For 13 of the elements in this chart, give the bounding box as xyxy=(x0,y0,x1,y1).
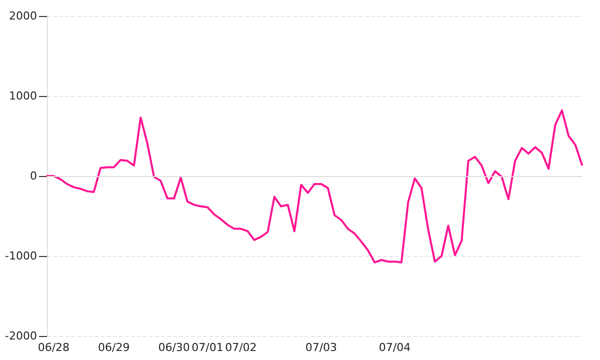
y-tick-label: 2000 xyxy=(9,10,37,22)
x-tick-label: 06/28 xyxy=(38,341,70,354)
x-tick-label: 07/01 xyxy=(192,341,224,354)
x-tick-label: 06/30 xyxy=(158,341,190,354)
x-tick-label: 06/29 xyxy=(98,341,130,354)
y-tick-label: 1000 xyxy=(9,90,37,102)
y-tick-label: -1000 xyxy=(5,250,37,262)
x-tick-label: 07/04 xyxy=(378,341,411,354)
x-tick-label: 07/03 xyxy=(305,341,338,354)
y-tick-label: -2000 xyxy=(5,330,37,342)
line-series xyxy=(46,109,583,264)
x-tick-label: 07/02 xyxy=(225,341,257,354)
y-tick-label: 0 xyxy=(30,170,37,182)
